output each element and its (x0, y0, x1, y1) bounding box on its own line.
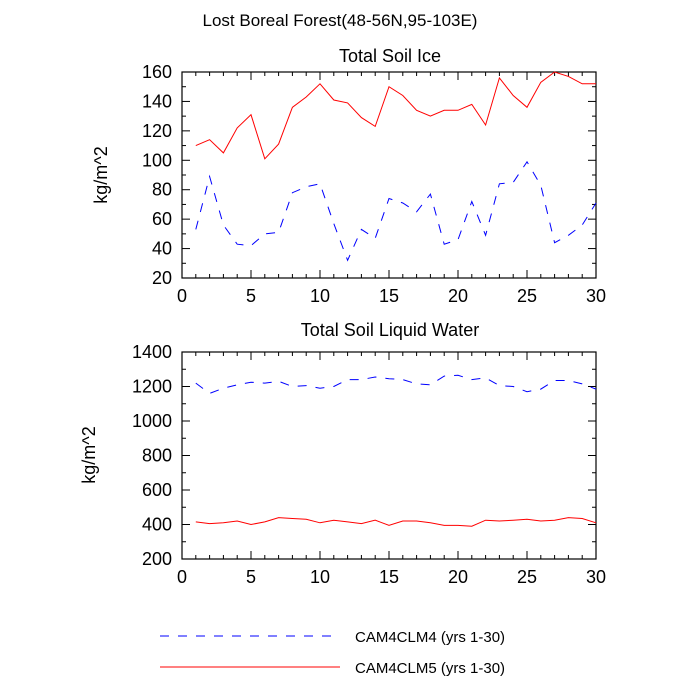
y-tick-label: 800 (142, 446, 172, 466)
y-tick-label: 100 (142, 150, 172, 170)
x-tick-label: 0 (177, 286, 187, 306)
y-tick-label: 140 (142, 91, 172, 111)
panel-title-soil-liquid-water: Total Soil Liquid Water (301, 320, 479, 340)
y-tick-label: 1000 (132, 411, 172, 431)
x-tick-label: 10 (310, 567, 330, 587)
y-tick-label: 80 (152, 180, 172, 200)
x-tick-label: 10 (310, 286, 330, 306)
x-tick-label: 15 (379, 286, 399, 306)
y-axis-label-soil-liquid-water: kg/m^2 (79, 426, 99, 483)
x-tick-label: 5 (246, 567, 256, 587)
y-tick-label: 120 (142, 121, 172, 141)
x-tick-label: 0 (177, 567, 187, 587)
plot-area-soil-liquid-water: 0 5 10 15 20 25 30 200 400 600 800 1000 1200 1400 (132, 342, 606, 587)
plot-frame (181, 71, 597, 279)
y-tick-label: 600 (142, 480, 172, 500)
y-tick-label: 1200 (132, 377, 172, 397)
x-tick-label: 30 (586, 286, 606, 306)
x-tick-label: 15 (379, 567, 399, 587)
plot-area-soil-ice: 0 5 10 15 20 25 30 20 40 60 80 100 120 140 160 (142, 62, 606, 306)
legend-label-cam4clm4: CAM4CLM4 (yrs 1-30) (355, 629, 505, 646)
y-tick-label: 20 (152, 268, 172, 288)
legend-label-cam4clm5: CAM4CLM5 (yrs 1-30) (355, 660, 505, 677)
x-tick-label: 5 (246, 286, 256, 306)
y-tick-label: 160 (142, 62, 172, 82)
y-tick-label: 40 (152, 239, 172, 259)
plot-frame (181, 351, 597, 560)
panel-soil-liquid-water: Total Soil Liquid Water kg/m^2 0 5 10 15 20 2… (79, 320, 606, 587)
x-tick-label: 20 (448, 567, 468, 587)
series-line-cam4clm5 (195, 71, 596, 160)
y-tick-label: 200 (142, 549, 172, 569)
y-axis-label-soil-ice: kg/m^2 (91, 146, 111, 203)
series-line-cam4clm4 (195, 374, 597, 394)
y-tick-label: 1400 (132, 342, 172, 362)
x-tick-label: 30 (586, 567, 606, 587)
figure-title: Lost Boreal Forest(48-56N,95-103E) (203, 11, 478, 30)
panel-soil-ice: Total Soil Ice kg/m^2 0 5 10 15 20 25 30 20 40 60… (91, 46, 606, 306)
panel-title-soil-ice: Total Soil Ice (339, 46, 441, 66)
x-tick-label: 25 (517, 286, 537, 306)
series-line-cam4clm5 (195, 517, 597, 527)
x-tick-label: 25 (517, 567, 537, 587)
y-tick-label: 60 (152, 209, 172, 229)
legend: CAM4CLM4 (yrs 1-30) CAM4CLM5 (yrs 1-30) (160, 629, 505, 677)
y-tick-label: 400 (142, 515, 172, 535)
series-line-cam4clm4 (195, 160, 597, 262)
x-tick-label: 20 (448, 286, 468, 306)
